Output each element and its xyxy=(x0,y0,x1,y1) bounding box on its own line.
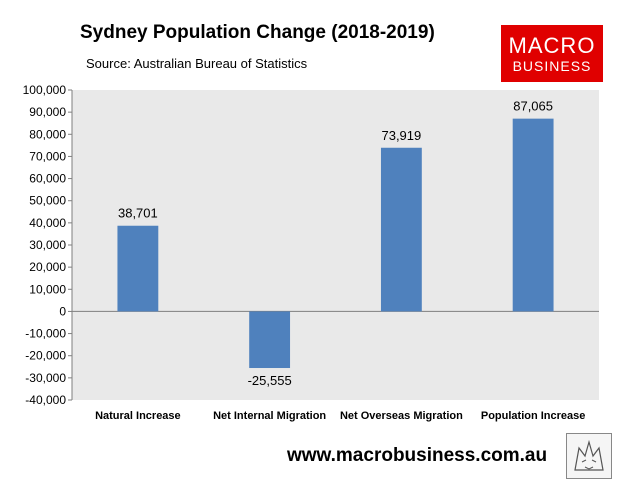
plot-area xyxy=(72,90,599,400)
data-label: -25,555 xyxy=(248,373,292,388)
bar-net-overseas-migration xyxy=(380,147,422,312)
wolf-sketch-icon xyxy=(566,433,612,479)
y-tick-label: 30,000 xyxy=(29,238,66,252)
footer-url: www.macrobusiness.com.au xyxy=(287,445,548,466)
bar-natural-increase xyxy=(117,225,159,312)
x-category-label: Population Increase xyxy=(481,410,586,422)
data-label: 38,701 xyxy=(118,206,158,221)
y-tick-label: -20,000 xyxy=(25,349,66,363)
y-tick-label: 80,000 xyxy=(29,127,66,141)
logo-line-1: MACRO xyxy=(508,33,596,58)
x-category-label: Natural Increase xyxy=(95,410,181,422)
y-tick-label: 70,000 xyxy=(29,149,66,163)
y-tick-label: 40,000 xyxy=(29,216,66,230)
macrobusiness-logo: MACRO BUSINESS xyxy=(501,25,603,82)
y-tick-label: -10,000 xyxy=(25,327,66,341)
logo-line-2: BUSINESS xyxy=(512,58,592,74)
data-label: 73,919 xyxy=(381,128,421,143)
y-tick-label: -40,000 xyxy=(25,393,66,407)
x-category-label: Net Internal Migration xyxy=(213,410,326,422)
chart-source: Source: Australian Bureau of Statistics xyxy=(86,56,308,71)
x-category-label: Net Overseas Migration xyxy=(340,410,463,422)
y-tick-label: -30,000 xyxy=(25,371,66,385)
y-tick-label: 10,000 xyxy=(29,282,66,296)
y-tick-label: 60,000 xyxy=(29,172,66,186)
y-tick-label: 20,000 xyxy=(29,260,66,274)
y-tick-label: 50,000 xyxy=(29,194,66,208)
y-tick-label: 100,000 xyxy=(23,83,67,97)
data-label: 87,065 xyxy=(513,99,553,114)
y-tick-label: 0 xyxy=(59,304,66,318)
bar-population-increase xyxy=(512,118,554,312)
y-tick-label: 90,000 xyxy=(29,105,66,119)
chart-title: Sydney Population Change (2018-2019) xyxy=(80,22,435,43)
bar-net-internal-migration xyxy=(249,311,291,369)
